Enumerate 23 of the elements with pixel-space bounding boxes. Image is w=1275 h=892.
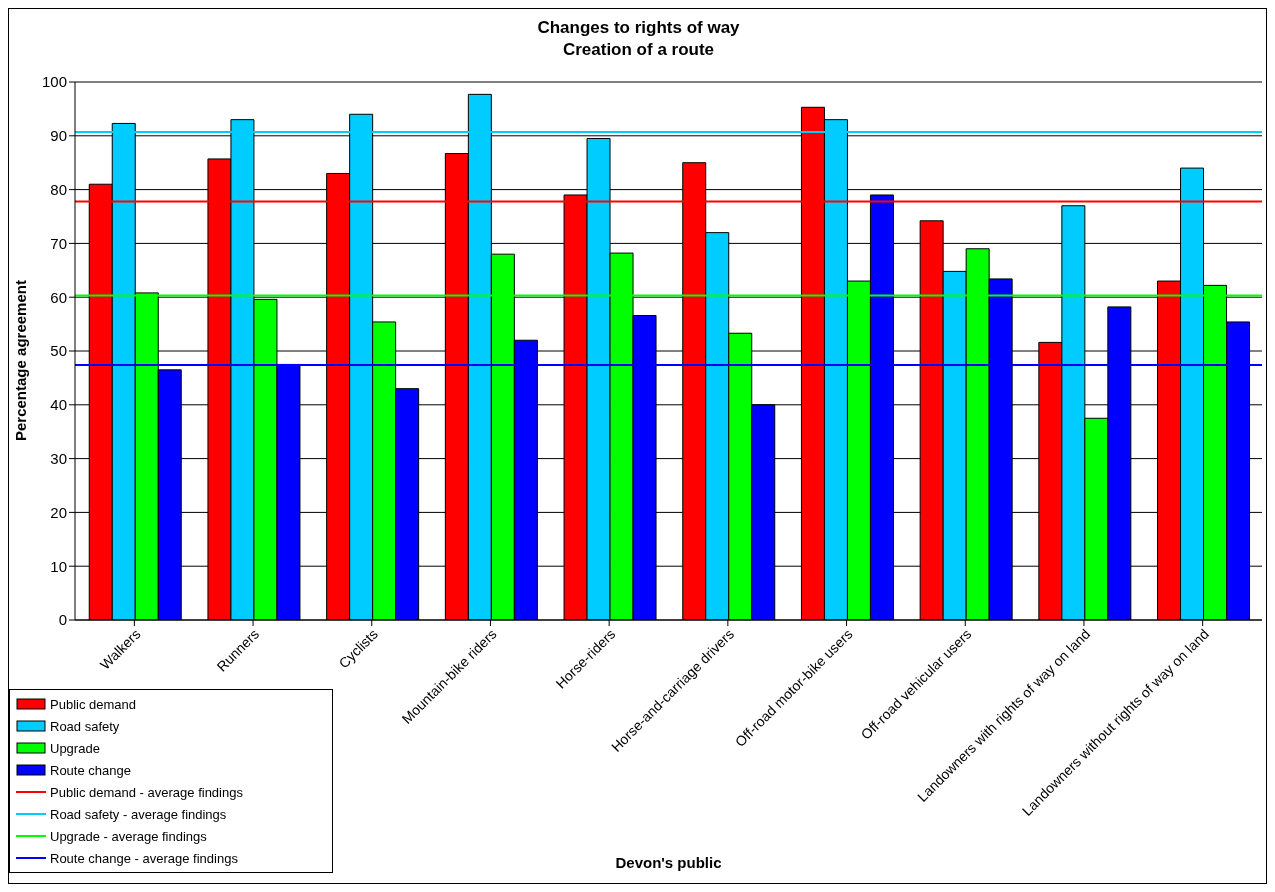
y-axis-title: Percentage agreement <box>12 280 30 441</box>
legend-label: Road safety - average findings <box>50 806 227 822</box>
legend-label: Public demand - average findings <box>50 784 243 800</box>
y-tick-label: 60 <box>50 288 67 306</box>
legend-label: Road safety <box>50 718 120 734</box>
y-tick-label: 50 <box>50 342 67 360</box>
y-tick-label: 10 <box>50 557 67 575</box>
chart-title: Changes to rights of way <box>536 17 741 39</box>
y-tick-label: 0 <box>58 611 67 629</box>
legend-label: Route change <box>50 762 131 778</box>
y-tick-label: 40 <box>50 396 67 414</box>
legend-label: Upgrade <box>50 740 100 756</box>
chart-subtitle: Creation of a route <box>561 39 716 61</box>
y-tick-label: 90 <box>50 127 67 145</box>
y-tick-label: 100 <box>41 73 67 91</box>
y-tick-label: 70 <box>50 234 67 252</box>
legend-label: Public demand <box>50 696 136 712</box>
x-axis-title: Devon's public <box>615 854 722 871</box>
y-tick-label: 20 <box>50 503 67 521</box>
legend-label: Upgrade - average findings <box>50 828 207 844</box>
y-tick-label: 30 <box>50 449 67 467</box>
legend-label: Route change - average findings <box>50 850 238 866</box>
y-tick-label: 80 <box>50 180 67 198</box>
